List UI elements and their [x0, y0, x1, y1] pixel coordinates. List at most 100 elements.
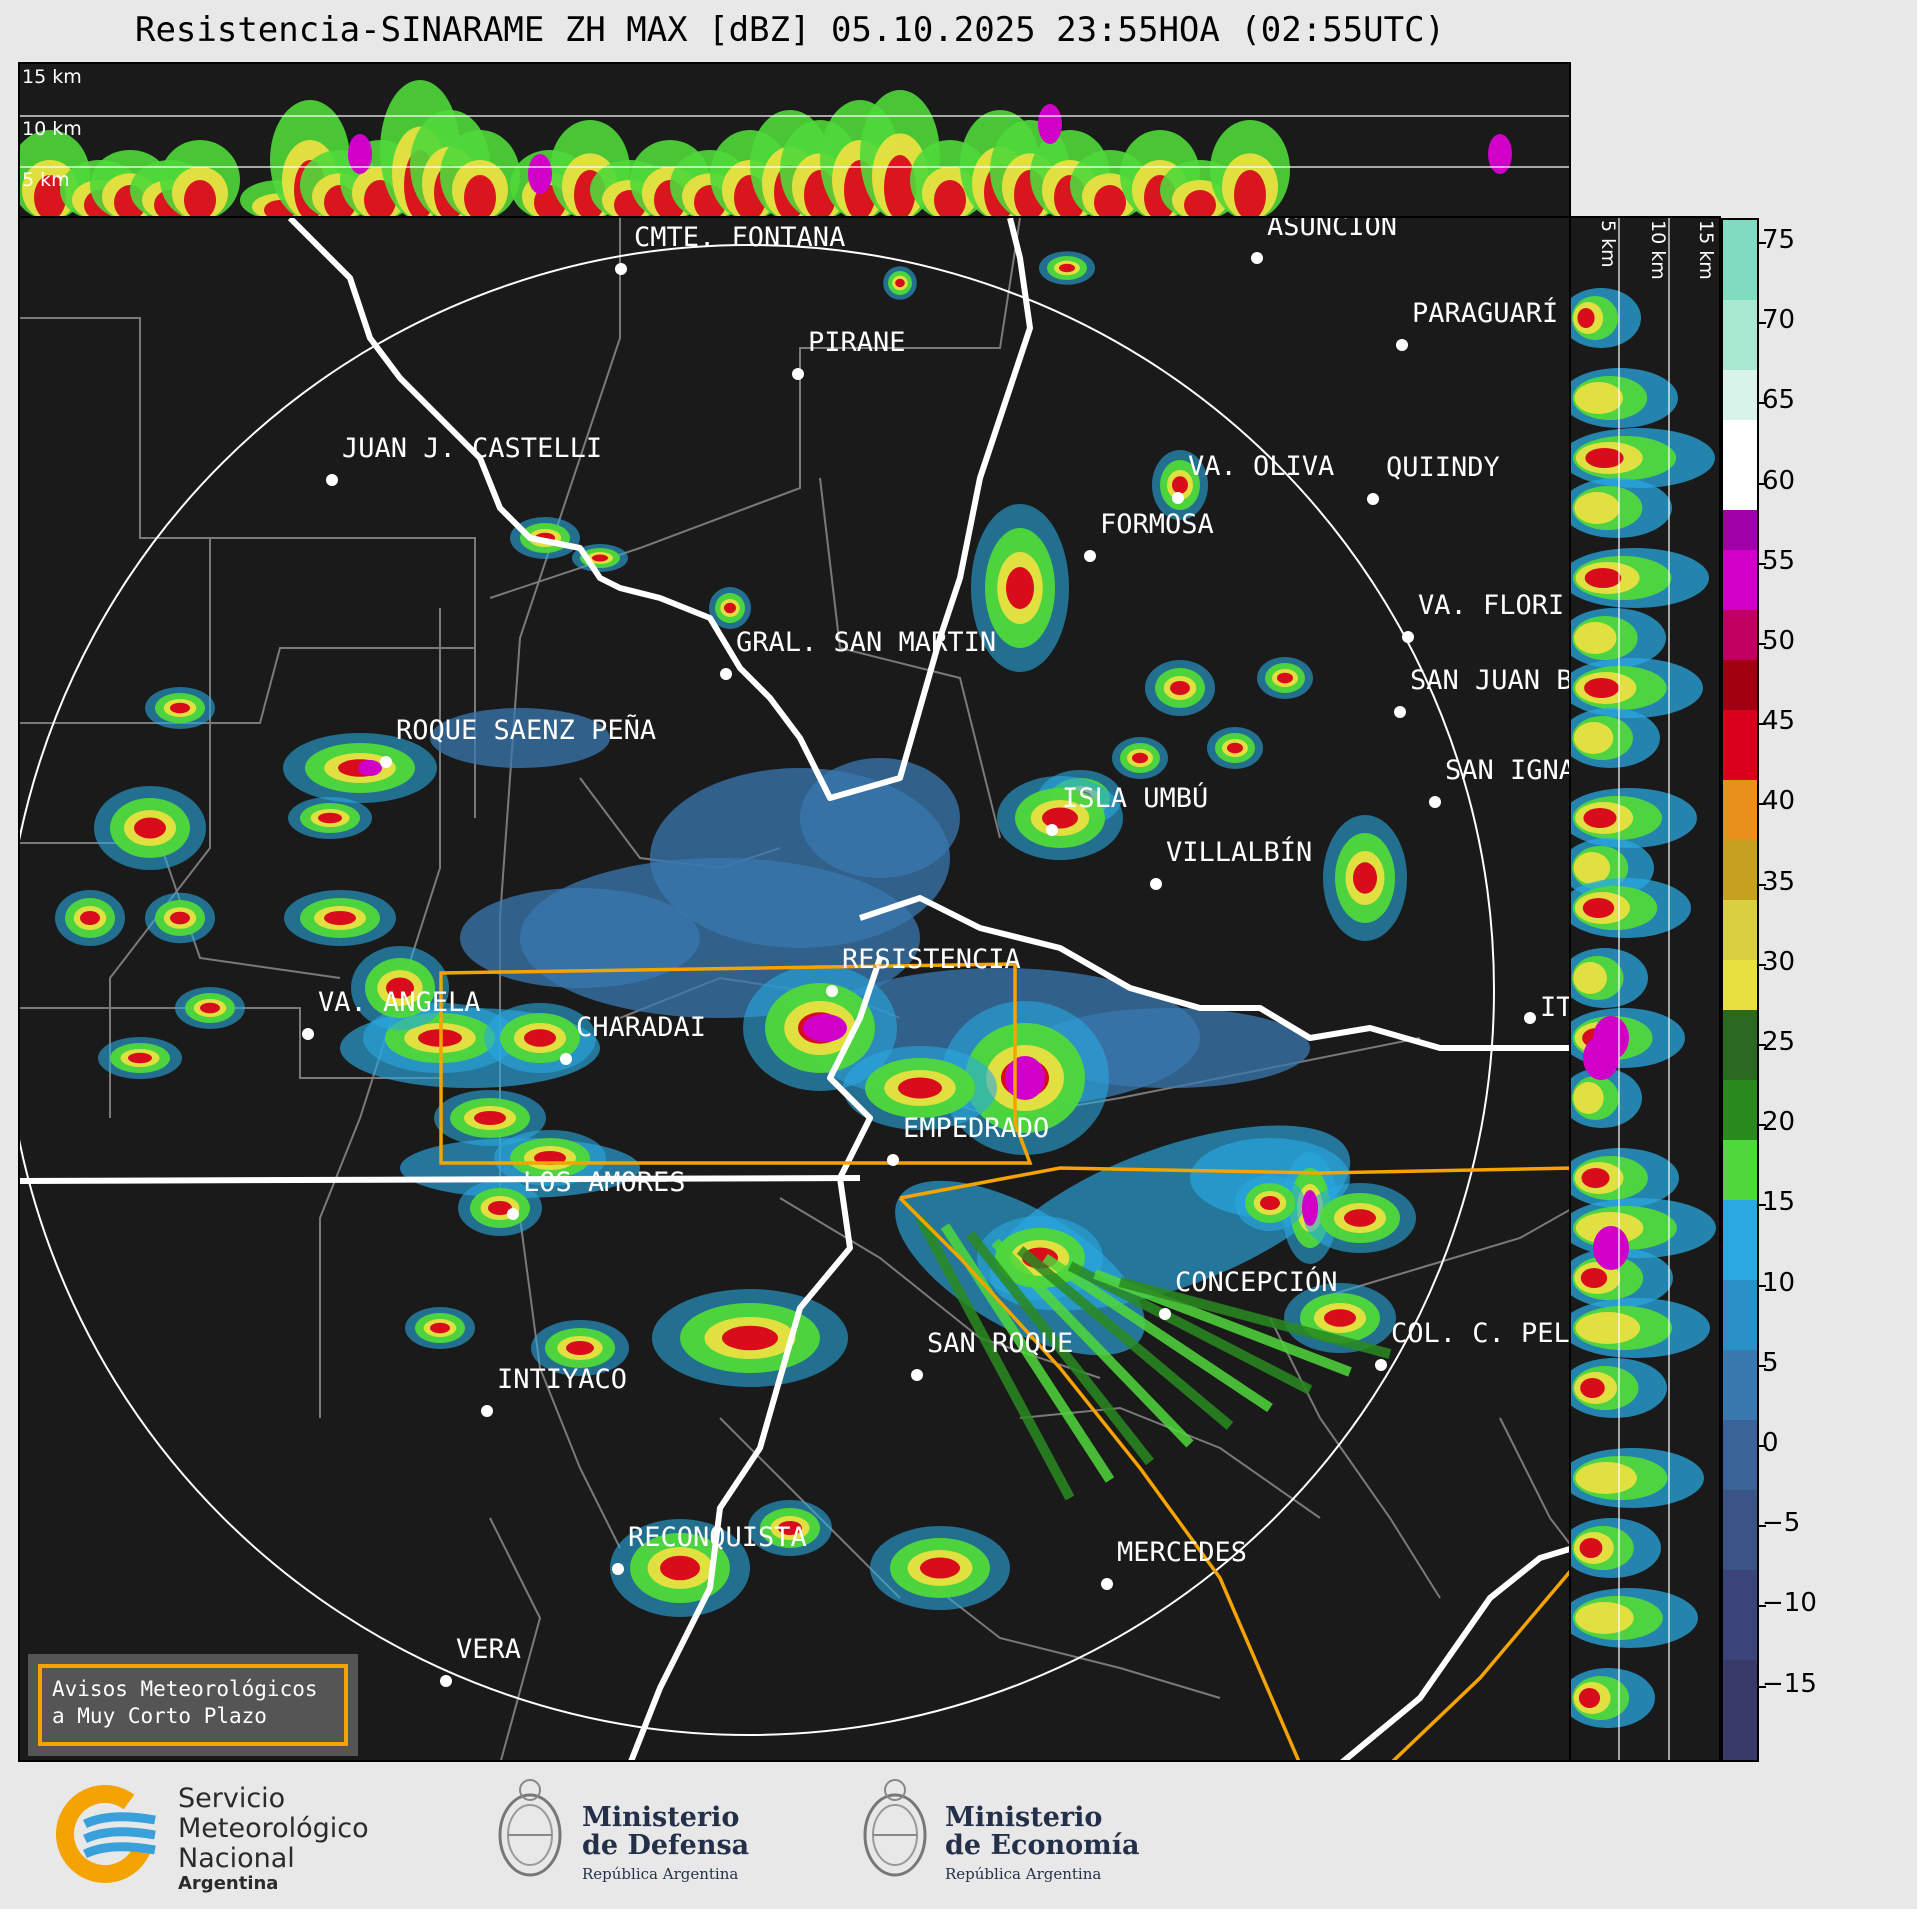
city-marker	[1367, 493, 1379, 505]
city-label: CHARADAI	[576, 1012, 706, 1043]
city-label: SAN IGNA	[1445, 755, 1571, 786]
city-marker	[507, 1208, 519, 1220]
city-label: RECONQUISTA	[628, 1522, 807, 1553]
city-label: GRAL. SAN MARTIN	[736, 627, 996, 658]
city-marker	[481, 1405, 493, 1417]
radar-range-ring	[20, 244, 1495, 1736]
city-marker	[326, 474, 338, 486]
economia-line-2: de Economía	[945, 1830, 1140, 1861]
defensa-line-1: Ministerio	[582, 1802, 740, 1833]
city-marker	[911, 1369, 923, 1381]
defensa-line-2: de Defensa	[582, 1830, 750, 1861]
city-label: FORMOSA	[1100, 509, 1214, 540]
colorbar-tick-label: 15	[1757, 1187, 1796, 1218]
city-marker	[302, 1028, 314, 1040]
colorbar-tick-label: 10	[1757, 1267, 1796, 1298]
warning-line-2: a Muy Corto Plazo	[52, 1704, 267, 1728]
radar-map[interactable]: CMTE. FONTANA ASUNCIÓN PARAGUARÍ PIRANE JUAN…	[18, 216, 1571, 1762]
city-marker	[1524, 1012, 1536, 1024]
colorbar-tick-label: 0	[1758, 1428, 1779, 1458]
top-altitude-label-15: 15 km	[22, 66, 82, 88]
city-label: ASUNCIÓN	[1267, 218, 1397, 242]
smn-line-4: Argentina	[178, 1873, 279, 1894]
city-label: JUAN J. CASTELLI	[342, 433, 602, 464]
defensa-line-3: República Argentina	[582, 1865, 739, 1883]
warning-box[interactable]: Avisos Meteorológicos a Muy Corto Plazo	[28, 1654, 358, 1756]
colorbar-tick-label: 40	[1757, 786, 1796, 817]
city-marker	[1101, 1578, 1113, 1590]
city-label: IT	[1540, 992, 1571, 1023]
map-title: Resistencia-SINARAME ZH MAX [dBZ] 05.10.…	[134, 10, 1446, 50]
city-marker	[1375, 1359, 1387, 1371]
colorbar-tick-label: 70	[1757, 305, 1796, 336]
city-marker	[1150, 878, 1162, 890]
smn-line-2: Meteorológico	[178, 1813, 369, 1844]
city-label: COL. C. PEL	[1391, 1318, 1570, 1349]
city-marker	[380, 756, 392, 768]
rivers	[20, 218, 1569, 1760]
city-marker	[1159, 1308, 1171, 1320]
city-label: VERA	[456, 1634, 521, 1665]
top-altitude-label-10: 10 km	[22, 118, 82, 140]
city-marker	[1046, 824, 1058, 836]
city-marker	[1084, 550, 1096, 562]
colorbar-tick-label: −15	[1758, 1668, 1817, 1699]
city-label: PARAGUARÍ	[1412, 297, 1558, 329]
colorbar-tick-label: 35	[1757, 866, 1796, 897]
city-label: PIRANE	[808, 327, 906, 358]
smn-line-1: Servicio	[178, 1783, 286, 1814]
city-label: ISLA UMBÚ	[1062, 782, 1208, 814]
city-label: VA. FLORI	[1418, 590, 1564, 621]
colorbar-tick-label: 50	[1757, 626, 1796, 656]
city-marker	[440, 1675, 452, 1687]
warning-areas	[439, 962, 1569, 1760]
side-altitude-label-15: 15 km	[1695, 220, 1717, 280]
colorbar-tick-label: −5	[1757, 1508, 1801, 1539]
side-altitude-label-10: 10 km	[1647, 220, 1669, 280]
radar-echoes	[55, 251, 1416, 1617]
colorbar-tick-label: −10	[1758, 1588, 1817, 1619]
side-cross-section-panel: 5 km 10 km 15 km	[1569, 216, 1721, 1762]
city-label: VILLALBÍN	[1166, 836, 1312, 868]
smn-line-3: Nacional	[178, 1843, 295, 1874]
city-marker	[792, 368, 804, 380]
colorbar-tick-label: 60	[1757, 465, 1796, 496]
coat-of-arms-icon	[863, 1779, 927, 1877]
city-label: INTIYACO	[497, 1364, 627, 1395]
side-cross-section-echoes	[1571, 218, 1716, 1760]
city-marker	[1429, 796, 1441, 808]
radar-map-canvas: CMTE. FONTANA ASUNCIÓN PARAGUARÍ PIRANE JUAN…	[20, 218, 1571, 1760]
side-altitude-label-5: 5 km	[1597, 220, 1619, 268]
city-marker	[560, 1053, 572, 1065]
city-marker	[887, 1154, 899, 1166]
city-label: RESISTENCIA	[842, 944, 1021, 975]
economia-line-3: República Argentina	[945, 1865, 1102, 1883]
colorbar-tick-label: 65	[1757, 385, 1796, 416]
city-marker	[826, 985, 838, 997]
city-marker	[612, 1563, 624, 1575]
city-marker	[1402, 631, 1414, 643]
city-label: CMTE. FONTANA	[634, 222, 845, 253]
coat-of-arms-icon	[498, 1779, 562, 1877]
city-marker	[1251, 252, 1263, 264]
city-marker	[1394, 706, 1406, 718]
colorbar-tick-label: 5	[1758, 1347, 1779, 1378]
colorbar-tick-label: 75	[1757, 225, 1796, 255]
city-marker	[1396, 339, 1408, 351]
economia-line-1: Ministerio	[945, 1802, 1103, 1833]
top-cross-section-panel: 15 km 10 km 5 km	[18, 62, 1571, 218]
city-label: QUIINDY	[1386, 452, 1500, 483]
colorbar-tick-label: 30	[1757, 946, 1796, 977]
colorbar-tick-label: 20	[1757, 1107, 1796, 1138]
city-marker	[615, 263, 627, 275]
city-marker	[1172, 492, 1184, 504]
colorbar-tick-label: 45	[1757, 706, 1796, 737]
city-label: ROQUE SAENZ PEÑA	[396, 714, 656, 746]
city-markers: CMTE. FONTANA ASUNCIÓN PARAGUARÍ PIRANE JUAN…	[302, 218, 1571, 1687]
city-label: CONCEPCIÓN	[1175, 1266, 1338, 1298]
city-label: MERCEDES	[1117, 1537, 1247, 1568]
smn-logo-icon	[56, 1785, 156, 1883]
colorbar-tick-label: 55	[1757, 545, 1796, 576]
top-altitude-label-5: 5 km	[22, 169, 70, 191]
warning-line-1: Avisos Meteorológicos	[52, 1677, 318, 1701]
